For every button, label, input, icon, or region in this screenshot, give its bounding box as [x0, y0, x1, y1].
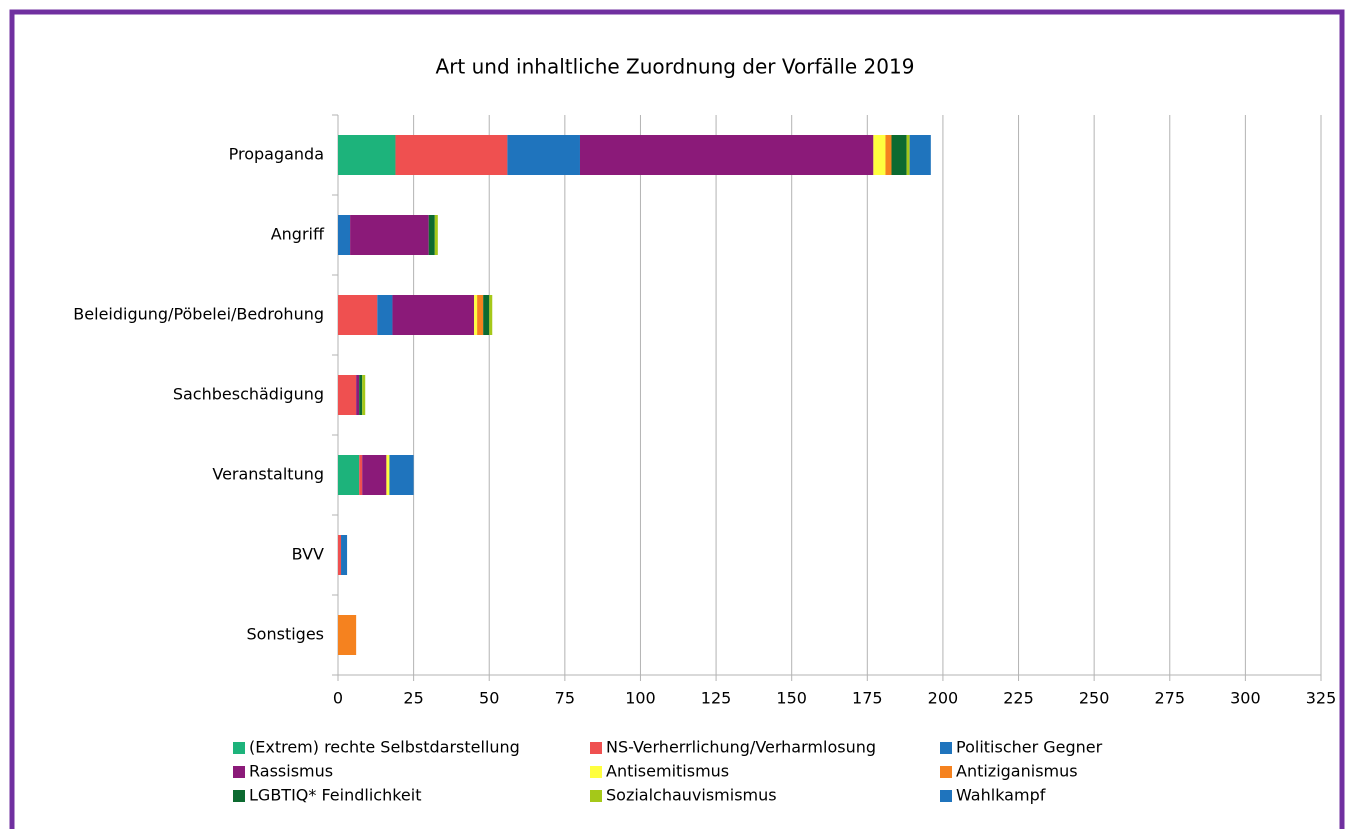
bar-segment	[483, 295, 490, 335]
bar-segment	[377, 295, 393, 335]
y-tick-label: Propaganda	[229, 145, 324, 164]
bar-segment	[338, 535, 342, 575]
bar-segment	[579, 135, 874, 175]
bar-segment	[338, 375, 357, 415]
x-tick-label: 100	[625, 689, 656, 708]
bar-segment	[507, 135, 580, 175]
legend-swatch	[590, 742, 602, 754]
bar-segment	[891, 135, 907, 175]
bar-segment	[428, 215, 435, 255]
frame	[9, 9, 1345, 829]
legend-label: Rassismus	[249, 762, 333, 781]
legend-swatch	[233, 742, 245, 754]
legend-swatch	[590, 766, 602, 778]
bar-segment	[359, 455, 363, 495]
legend-label: Sozialchauvismismus	[606, 786, 777, 805]
bar-segment	[362, 455, 387, 495]
x-tick-label: 325	[1306, 689, 1337, 708]
y-tick-label: Veranstaltung	[212, 465, 324, 484]
bar-segment	[338, 455, 360, 495]
bar-segment	[356, 375, 360, 415]
bar-segment	[338, 295, 378, 335]
chart-title: Art und inhaltliche Zuordnung der Vorfäl…	[436, 55, 915, 79]
bar-segment	[338, 615, 357, 655]
y-tick-label: BVV	[292, 545, 324, 564]
x-tick-label: 150	[776, 689, 807, 708]
bar-segment	[389, 455, 414, 495]
bar-segment	[434, 215, 438, 255]
y-tick-label: Sachbeschädigung	[173, 385, 324, 404]
x-tick-label: 25	[403, 689, 423, 708]
legend-swatch	[940, 742, 952, 754]
bar-segment	[359, 375, 363, 415]
x-tick-label: 200	[928, 689, 959, 708]
bar-segment	[392, 295, 475, 335]
bar-segment	[906, 135, 910, 175]
legend-label: Antiziganismus	[956, 762, 1078, 781]
bar-segment	[338, 215, 351, 255]
bar-segment	[885, 135, 892, 175]
bar-segment	[338, 135, 396, 175]
legend-swatch	[233, 766, 245, 778]
y-tick-label: Beleidigung/Pöbelei/Bedrohung	[73, 305, 324, 324]
x-tick-label: 50	[479, 689, 499, 708]
bar-segment	[395, 135, 508, 175]
legend-label: Politischer Gegner	[956, 738, 1103, 757]
bar-segment	[362, 375, 366, 415]
y-tick-label: Sonstiges	[247, 625, 324, 644]
x-tick-label: 250	[1079, 689, 1110, 708]
bar-segment	[474, 295, 478, 335]
legend-label: NS-Verherrlichung/Verharmlosung	[606, 738, 876, 757]
legend-label: Wahlkampf	[956, 786, 1046, 805]
bar-segment	[477, 295, 484, 335]
bar-segment	[873, 135, 886, 175]
legend-label: LGBTIQ* Feindlichkeit	[249, 786, 421, 805]
legend-label: Antisemitismus	[606, 762, 729, 781]
x-tick-label: 300	[1230, 689, 1261, 708]
bar-segment	[386, 455, 390, 495]
bar-segment	[341, 535, 348, 575]
x-tick-label: 0	[333, 689, 343, 708]
legend-swatch	[940, 766, 952, 778]
legend-label: (Extrem) rechte Selbstdarstellung	[249, 738, 520, 757]
x-tick-label: 225	[1003, 689, 1034, 708]
legend-swatch	[233, 790, 245, 802]
x-tick-label: 75	[555, 689, 575, 708]
bar-segment	[350, 215, 429, 255]
y-tick-label: Angriff	[271, 225, 325, 244]
bar-segment	[489, 295, 493, 335]
legend-swatch	[590, 790, 602, 802]
x-tick-label: 125	[701, 689, 732, 708]
x-tick-label: 175	[852, 689, 883, 708]
bar-segment	[909, 135, 931, 175]
x-tick-label: 275	[1154, 689, 1185, 708]
legend-swatch	[940, 790, 952, 802]
